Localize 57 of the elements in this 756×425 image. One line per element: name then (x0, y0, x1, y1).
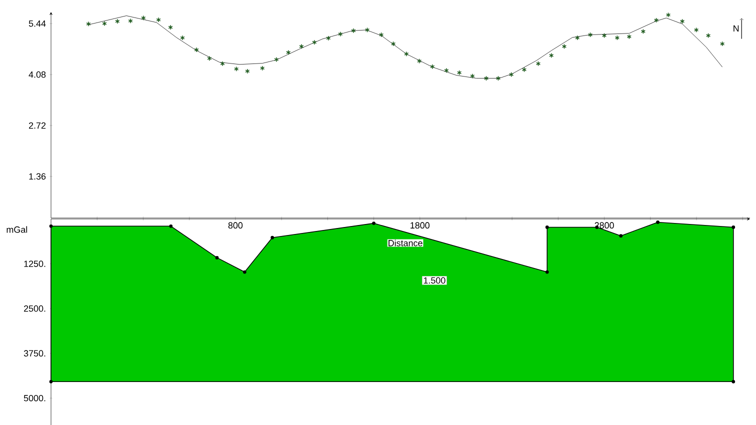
point (234, 66, 239, 72)
point (338, 31, 343, 37)
point (86, 21, 91, 26)
point (128, 18, 133, 24)
point (274, 56, 279, 62)
point (706, 32, 711, 38)
point (168, 24, 173, 30)
point (694, 27, 699, 32)
point (404, 51, 409, 56)
point (444, 68, 449, 73)
point (391, 41, 396, 46)
point (299, 44, 304, 49)
point (102, 20, 107, 26)
point (326, 36, 331, 41)
y-tick-label: 5000. (24, 394, 46, 402)
point (640, 28, 646, 34)
y-tick-label: 5.44 (28, 20, 46, 27)
point (509, 72, 514, 78)
point (626, 34, 632, 40)
y-axis-title: mGal (6, 226, 28, 233)
point (194, 47, 199, 52)
point (141, 15, 146, 20)
line-series (88, 15, 723, 78)
point (365, 27, 370, 32)
point (614, 35, 620, 40)
point (549, 52, 554, 58)
annotation: 1.500 (424, 277, 446, 284)
y-tick-label: 1.36 (29, 173, 46, 180)
point (562, 44, 567, 49)
point (654, 18, 659, 23)
point (470, 73, 475, 79)
y-tick-label: 4.08 (28, 71, 46, 78)
annotation: N (734, 25, 739, 32)
point (602, 32, 607, 38)
point (575, 35, 580, 40)
point (351, 28, 356, 34)
point (666, 12, 671, 18)
point (680, 18, 685, 24)
point (286, 50, 291, 55)
point (484, 76, 489, 81)
y-tick-label: 2.72 (28, 122, 46, 129)
point (115, 18, 120, 24)
x-tick-label: 800 (228, 222, 243, 228)
point (312, 40, 317, 45)
y-tick-label: 1250. (24, 260, 46, 267)
point (588, 32, 593, 38)
point (496, 76, 501, 81)
x-axis-title: Distance (388, 240, 422, 246)
point (379, 32, 384, 38)
y-tick-label: 2500. (24, 305, 46, 312)
x-tick-label: 1800 (410, 222, 430, 228)
point (720, 41, 725, 46)
point (180, 35, 185, 40)
point (207, 56, 212, 61)
y-tick-label: 3750. (24, 350, 46, 356)
point (417, 58, 422, 64)
point (156, 17, 161, 22)
